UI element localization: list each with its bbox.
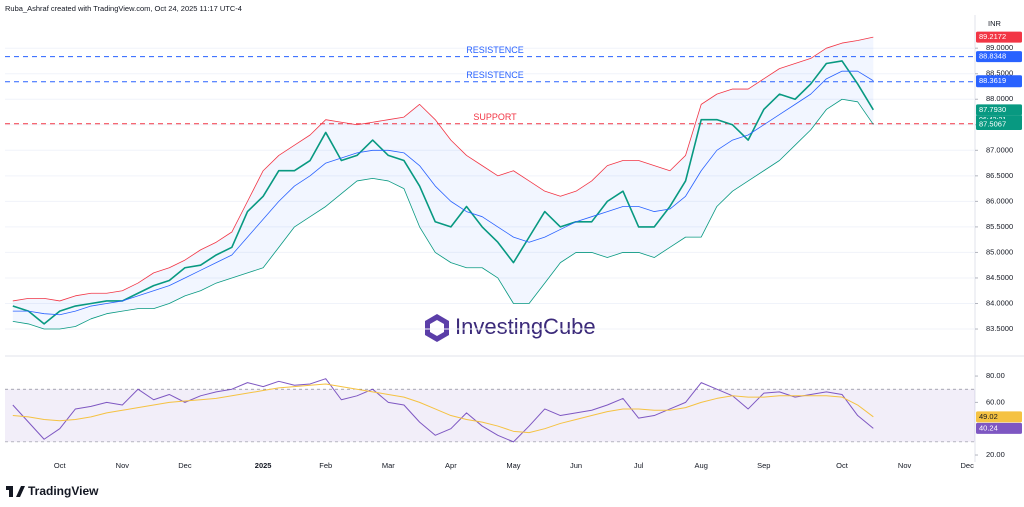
brand-text: TradingView	[28, 484, 99, 498]
y-tick-label: 89.0000	[986, 43, 1013, 52]
value-tag-label: 87.5067	[979, 119, 1006, 128]
x-tick-label: Sep	[757, 461, 770, 470]
y-tick-label: 87.0000	[986, 145, 1013, 154]
value-tag	[976, 75, 1022, 87]
watermark: InvestingCube	[425, 314, 596, 342]
series-line	[12, 60, 874, 325]
value-tag-label: 40.24	[979, 423, 998, 432]
y-tick-label: 80.00	[986, 371, 1005, 380]
x-tick-label: Jul	[634, 461, 644, 470]
x-tick-label: Oct	[836, 461, 849, 470]
x-tick-label: Aug	[695, 461, 708, 470]
value-tag-label: 49.02	[979, 412, 998, 421]
y-tick-label: 88.5000	[986, 69, 1013, 78]
x-tick-label: Apr	[445, 461, 457, 470]
y-tick-label: 85.0000	[986, 247, 1013, 256]
y-tick-label: 84.5000	[986, 273, 1013, 282]
brand-icon	[9, 486, 13, 497]
series-line	[12, 70, 874, 316]
watermark-text: InvestingCube	[455, 314, 596, 339]
x-tick-label: 2025	[255, 461, 272, 470]
currency: INR	[988, 19, 1002, 28]
rsi-band	[5, 389, 975, 442]
x-tick-label: Feb	[319, 461, 332, 470]
value-tag-label: 88.8348	[979, 52, 1006, 61]
value-tag	[976, 51, 1022, 63]
y-tick-label: 86.5000	[986, 171, 1013, 180]
level-label: RESISTENCE	[466, 45, 524, 55]
value-tag	[976, 411, 1022, 423]
x-tick-label: Dec	[178, 461, 192, 470]
value-tag-label: 87.7930	[979, 105, 1006, 114]
x-tick-label: Jun	[570, 461, 582, 470]
brand-icon	[16, 486, 25, 497]
band-fill	[12, 37, 874, 330]
y-tick-label: 85.5000	[986, 222, 1013, 231]
value-tag	[976, 118, 1022, 130]
series-line	[12, 98, 874, 330]
value-tag-label: 88.3619	[979, 76, 1006, 85]
level-label: RESISTENCE	[466, 70, 524, 80]
header: Ruba_Ashraf created with TradingView.com…	[5, 4, 242, 13]
value-tag	[976, 104, 1022, 116]
y-tick-label: 83.5000	[986, 324, 1013, 333]
x-tick-label: Mar	[382, 461, 395, 470]
y-tick-label: 20.00	[986, 450, 1005, 459]
x-tick-label: Nov	[898, 461, 912, 470]
y-tick-label: 88.0000	[986, 94, 1013, 103]
y-tick-label: 84.0000	[986, 298, 1013, 307]
x-tick-label: Oct	[54, 461, 67, 470]
brand-logo: TradingView	[6, 484, 99, 498]
x-tick-label: Dec	[961, 461, 975, 470]
level-label: SUPPORT	[473, 112, 517, 122]
y-tick-label: 60.00	[986, 397, 1005, 406]
x-tick-label: Nov	[116, 461, 130, 470]
x-tick-label: May	[506, 461, 520, 470]
value-tag	[976, 422, 1022, 434]
value-tag	[976, 31, 1022, 43]
series-line	[12, 383, 874, 434]
value-tag-label: 89.2172	[979, 32, 1006, 41]
watermark-icon-inner	[430, 320, 444, 336]
series-line	[12, 36, 874, 302]
series-line	[12, 378, 874, 443]
y-tick-label: 86.0000	[986, 196, 1013, 205]
